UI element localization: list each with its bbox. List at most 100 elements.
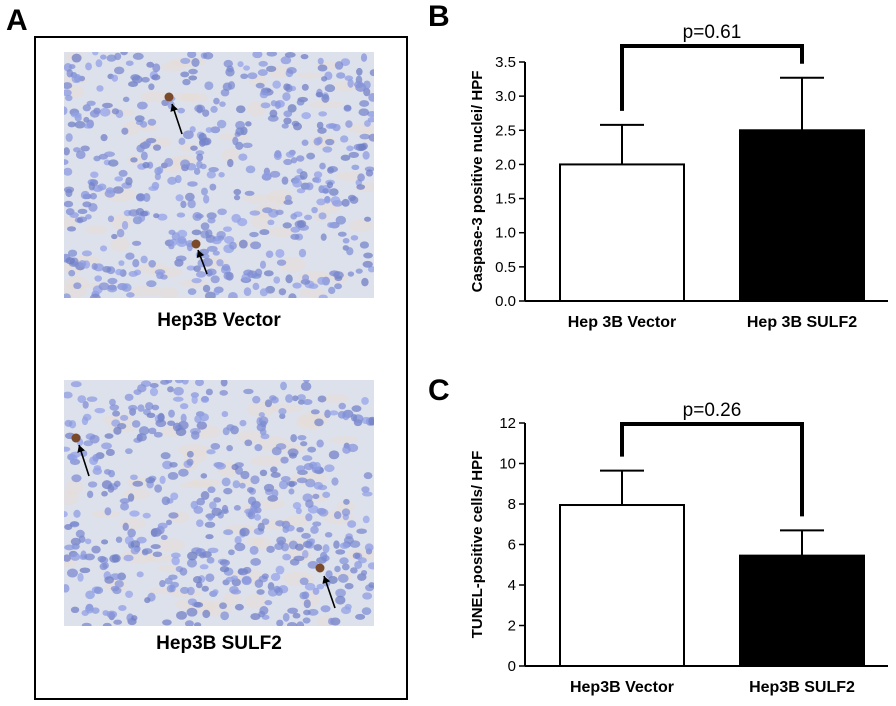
- nucleus: [275, 209, 284, 216]
- nucleus: [111, 108, 120, 115]
- nucleus: [335, 549, 346, 555]
- panel-label-c: C: [428, 374, 450, 407]
- nucleus: [73, 282, 82, 290]
- nucleus: [282, 612, 290, 622]
- nucleus: [367, 562, 374, 570]
- nucleus: [347, 78, 354, 88]
- nucleus: [320, 605, 331, 613]
- nucleus: [209, 183, 217, 191]
- nucleus: [166, 519, 173, 526]
- nucleus: [109, 404, 120, 411]
- nucleus: [269, 109, 278, 118]
- p-value-label: p=0.26: [683, 400, 742, 421]
- nucleus: [272, 80, 281, 89]
- nucleus: [168, 409, 175, 418]
- nucleus: [177, 107, 186, 114]
- y-tick-label: 2: [508, 618, 516, 635]
- nucleus: [281, 176, 289, 185]
- nucleus: [196, 153, 204, 162]
- nucleus: [243, 65, 251, 71]
- nucleus: [237, 568, 249, 576]
- nucleus: [92, 52, 99, 56]
- nucleus: [94, 275, 102, 282]
- nucleus: [87, 490, 94, 499]
- nucleus: [318, 294, 328, 298]
- nucleus: [310, 525, 319, 534]
- nucleus: [91, 263, 98, 270]
- nucleus: [136, 193, 145, 201]
- nucleus: [106, 54, 117, 62]
- nucleus: [195, 581, 203, 589]
- p-value-label: p=0.61: [683, 22, 742, 43]
- nucleus: [130, 157, 138, 163]
- nucleus: [285, 394, 294, 403]
- stroma-fiber: [140, 91, 171, 102]
- nucleus: [65, 133, 73, 142]
- nucleus: [125, 176, 133, 186]
- nucleus: [296, 526, 304, 533]
- nucleus: [150, 528, 158, 538]
- nucleus: [175, 255, 187, 262]
- y-axis-label: Caspase-3 positive nuclei/ HPF: [469, 71, 486, 293]
- nucleus: [142, 140, 152, 147]
- nucleus: [142, 512, 151, 519]
- nucleus: [258, 60, 268, 67]
- nucleus: [204, 291, 216, 298]
- nucleus: [153, 431, 163, 438]
- nucleus: [207, 547, 219, 554]
- nucleus: [82, 104, 92, 112]
- nucleus: [294, 543, 304, 551]
- nucleus: [85, 214, 92, 220]
- nucleus: [157, 166, 164, 174]
- nucleus: [87, 481, 98, 488]
- nucleus: [249, 210, 261, 216]
- nucleus: [85, 590, 95, 600]
- nucleus: [322, 544, 330, 554]
- panel-label-b: B: [428, 0, 450, 33]
- nucleus: [170, 581, 180, 588]
- nucleus: [127, 493, 135, 502]
- nucleus: [273, 151, 282, 161]
- nucleus: [196, 160, 203, 169]
- nucleus: [195, 380, 204, 387]
- nucleus: [303, 463, 315, 471]
- nucleus: [293, 555, 305, 562]
- nucleus: [288, 481, 295, 488]
- nucleus: [179, 567, 188, 576]
- y-tick-label: 1.5: [495, 191, 516, 208]
- nucleus: [151, 74, 161, 81]
- nucleus: [64, 82, 73, 90]
- nucleus: [304, 582, 316, 591]
- nucleus: [177, 229, 188, 238]
- nucleus: [238, 153, 248, 161]
- stroma-fiber: [349, 219, 374, 233]
- nucleus: [298, 248, 307, 258]
- nucleus: [195, 150, 205, 156]
- nucleus: [71, 53, 82, 63]
- nucleus: [191, 395, 198, 405]
- nucleus: [344, 603, 352, 610]
- nucleus: [69, 212, 79, 218]
- nucleus: [100, 134, 108, 142]
- nucleus: [86, 100, 96, 106]
- nucleus: [257, 522, 265, 532]
- nucleus: [114, 52, 122, 61]
- nucleus: [335, 215, 347, 225]
- nucleus: [250, 558, 262, 566]
- nucleus: [239, 482, 246, 489]
- nucleus: [181, 380, 189, 385]
- nucleus: [118, 169, 128, 177]
- stroma-fiber: [237, 430, 264, 444]
- nucleus: [109, 398, 116, 406]
- nucleus: [148, 185, 159, 191]
- nucleus: [65, 257, 75, 265]
- nucleus: [317, 276, 327, 285]
- nucleus: [356, 528, 367, 534]
- nucleus: [301, 532, 311, 539]
- y-tick-label: 8: [508, 496, 516, 513]
- nucleus: [318, 212, 327, 220]
- nucleus: [324, 84, 336, 93]
- nucleus: [148, 259, 157, 268]
- nucleus: [220, 380, 228, 387]
- nucleus: [276, 259, 287, 266]
